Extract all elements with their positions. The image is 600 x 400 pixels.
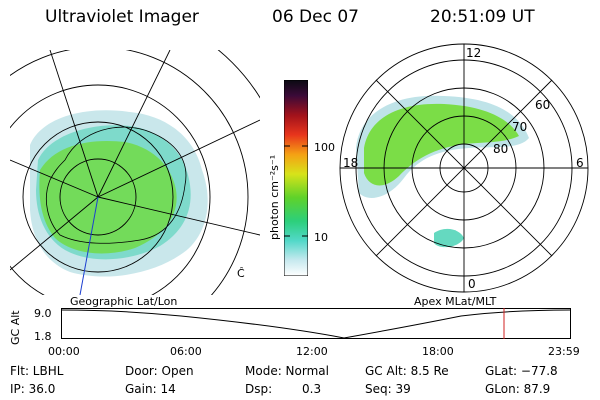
- colorbar-unit-label: photon cm⁻²s⁻¹: [268, 154, 281, 240]
- time-tick-0000: 00:00: [48, 345, 80, 358]
- mlt-label-12: 12: [466, 46, 482, 60]
- seq-info: Seq: 39: [365, 382, 411, 396]
- colorbar-tick-10: 10: [314, 231, 328, 244]
- mlt-label-6: 6: [576, 156, 584, 170]
- gcalt-axis-title: GC Alt: [9, 310, 22, 345]
- gcalt-curve: [61, 309, 571, 339]
- dsp-value: 0.3: [302, 382, 322, 396]
- filter-info: Flt: LBHL: [10, 364, 64, 378]
- image-time: 20:51:09 UT: [430, 7, 535, 27]
- gcalt-ytick-low: 1.8: [34, 330, 52, 343]
- glon-info: GLon: 87.9: [485, 382, 551, 396]
- antarctica-coastline: [46, 126, 187, 244]
- corner-mark: Ĉ: [237, 267, 245, 280]
- instrument-title: Ultraviolet Imager: [45, 7, 199, 27]
- image-date: 06 Dec 07: [272, 7, 359, 27]
- mlt-label-0: 0: [468, 277, 476, 291]
- gcalt-info: GC Alt: 8.5 Re: [365, 364, 449, 378]
- door-info: Door: Open: [125, 364, 194, 378]
- time-tick-2359: 23:59: [548, 345, 580, 358]
- glat-info: GLat: −77.8: [485, 364, 558, 378]
- mlat-label-60: 60: [535, 98, 551, 112]
- time-tick-1200: 12:00: [296, 345, 328, 358]
- mlat-mlt-polar-plot: [339, 43, 589, 293]
- mode-info: Mode: Normal: [245, 364, 329, 378]
- time-tick-0600: 06:00: [170, 345, 202, 358]
- time-tick-1800: 18:00: [422, 345, 454, 358]
- color-bar: [284, 80, 308, 276]
- mlat-label-70: 70: [512, 120, 528, 134]
- dsp-label: Dsp:: [245, 382, 273, 396]
- gcalt-timeline: [61, 308, 571, 339]
- gcalt-ytick-high: 9.0: [34, 307, 52, 320]
- colorbar-tick-100: 100: [314, 141, 335, 154]
- ip-info: IP: 36.0: [10, 382, 56, 396]
- gain-info: Gain: 14: [125, 382, 176, 396]
- mlt-label-18: 18: [343, 156, 359, 170]
- geographic-map: [10, 50, 260, 295]
- geographic-caption: Geographic Lat/Lon: [70, 295, 178, 308]
- mlat-label-80: 80: [493, 142, 509, 156]
- apex-caption: Apex MLat/MLT: [414, 295, 497, 308]
